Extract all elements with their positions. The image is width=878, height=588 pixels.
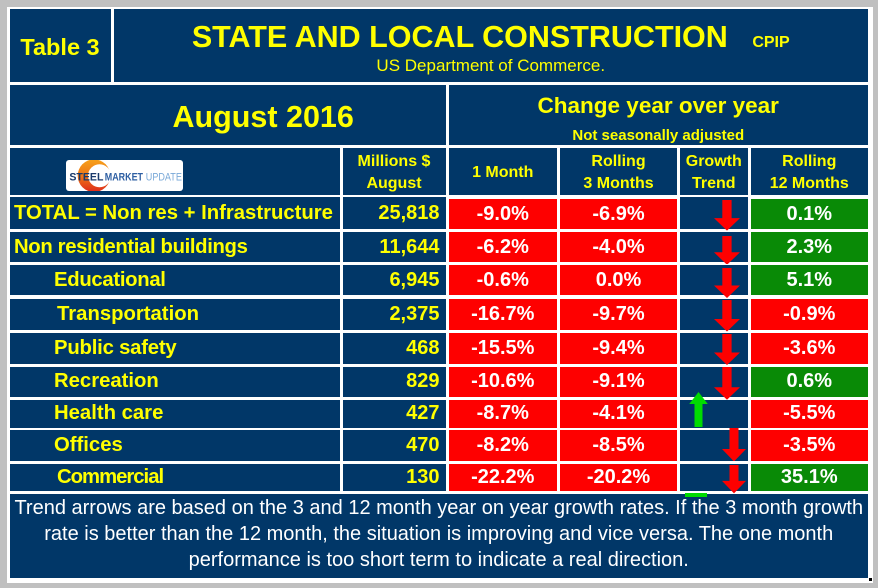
svg-text:UPDATE: UPDATE: [145, 172, 181, 184]
svg-text:STEEL: STEEL: [69, 172, 104, 184]
svg-text:MARKET: MARKET: [104, 172, 143, 184]
